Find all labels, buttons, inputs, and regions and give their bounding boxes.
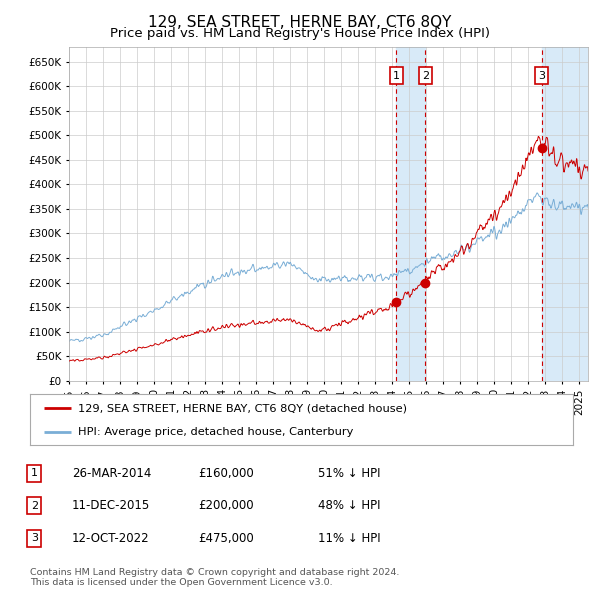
Text: 11% ↓ HPI: 11% ↓ HPI — [318, 532, 380, 545]
Text: 2: 2 — [422, 71, 429, 80]
Text: Price paid vs. HM Land Registry's House Price Index (HPI): Price paid vs. HM Land Registry's House … — [110, 27, 490, 40]
Text: Contains HM Land Registry data © Crown copyright and database right 2024.
This d: Contains HM Land Registry data © Crown c… — [30, 568, 400, 587]
Text: 11-DEC-2015: 11-DEC-2015 — [72, 499, 150, 512]
Text: 1: 1 — [31, 468, 38, 478]
Bar — [542, 47, 588, 381]
Text: 3: 3 — [538, 71, 545, 80]
Bar — [396, 47, 425, 381]
Text: 1: 1 — [393, 71, 400, 80]
Text: 129, SEA STREET, HERNE BAY, CT6 8QY (detached house): 129, SEA STREET, HERNE BAY, CT6 8QY (det… — [78, 403, 407, 413]
Text: 26-MAR-2014: 26-MAR-2014 — [72, 467, 151, 480]
Text: £160,000: £160,000 — [198, 467, 254, 480]
Text: 51% ↓ HPI: 51% ↓ HPI — [318, 467, 380, 480]
Text: 3: 3 — [31, 533, 38, 543]
Text: £200,000: £200,000 — [198, 499, 254, 512]
Text: £475,000: £475,000 — [198, 532, 254, 545]
Text: 129, SEA STREET, HERNE BAY, CT6 8QY: 129, SEA STREET, HERNE BAY, CT6 8QY — [148, 15, 452, 30]
Text: 12-OCT-2022: 12-OCT-2022 — [72, 532, 149, 545]
Text: 48% ↓ HPI: 48% ↓ HPI — [318, 499, 380, 512]
Text: HPI: Average price, detached house, Canterbury: HPI: Average price, detached house, Cant… — [78, 428, 353, 437]
Text: 2: 2 — [31, 501, 38, 510]
